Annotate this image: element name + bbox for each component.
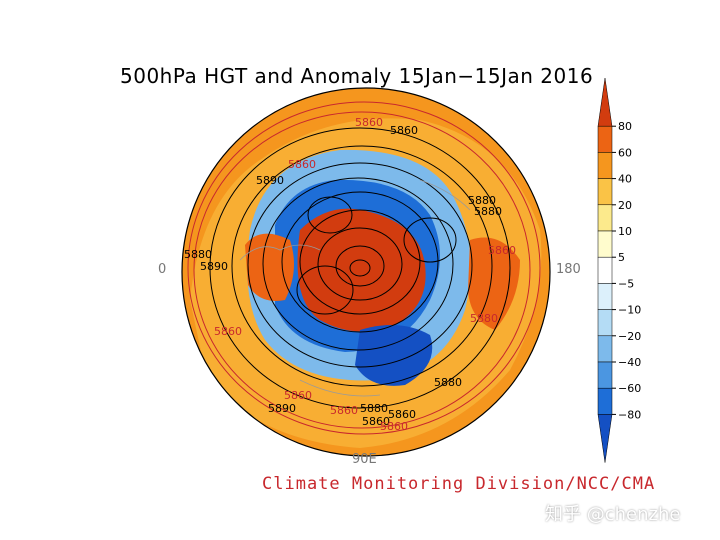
polar-map — [182, 88, 550, 456]
colorbar-cell — [597, 387, 613, 415]
contour-label-black: 5890 — [200, 260, 228, 273]
positive-anomaly-east — [468, 237, 520, 330]
contour-labels-red: 5860 5860 5860 5880 5860 5860 5860 5860 — [214, 116, 516, 433]
longitude-label-0: 0 — [158, 262, 167, 277]
colorbar-tick-label: −20 — [618, 330, 641, 343]
contour-label-black: 5880 — [184, 248, 212, 261]
colorbar-tick-label: −10 — [618, 304, 641, 317]
colorbar-cell — [597, 256, 613, 284]
colorbar-tick-label: 40 — [618, 173, 632, 186]
colorbar-cell — [597, 335, 613, 363]
contour-label-red: 5860 — [288, 158, 316, 171]
positive-anomaly-west — [245, 233, 294, 301]
colorbar-labels: 80 60 40 20 10 5 −5 −10 −20 −40 −60 −80 — [612, 120, 641, 421]
contour-label-black: 5890 — [268, 402, 296, 415]
contour-label-red: 5860 — [330, 404, 358, 417]
colorbar-cell — [597, 361, 613, 389]
longitude-label-180: 180 — [556, 262, 581, 277]
contour-label-red: 5860 — [488, 244, 516, 257]
contour-label-red: 5860 — [355, 116, 383, 129]
watermark: 知乎 @chenzhe — [545, 504, 681, 525]
colorbar-cell — [597, 230, 613, 258]
contour-label-black: 5880 — [434, 376, 462, 389]
colorbar-cell — [597, 125, 613, 153]
colorbar-cell — [597, 414, 613, 463]
colorbar-cell — [597, 152, 613, 179]
colorbar-tick-label: 60 — [618, 146, 632, 159]
colorbar-tick-label: −5 — [618, 277, 634, 290]
contour-labels-black: 5860 5890 5880 5880 5890 5880 5880 5890 … — [184, 124, 502, 428]
colorbar-tick-label: 5 — [618, 251, 625, 264]
colorbar-tick-label: 80 — [618, 120, 632, 133]
colorbar: 80 60 40 20 10 5 −5 −10 −20 −40 −60 −80 — [597, 77, 641, 463]
map-border — [181, 87, 551, 457]
coastlines — [239, 179, 471, 397]
contour-label-black: 5860 — [362, 415, 390, 428]
contour-label-black: 5860 — [390, 124, 418, 137]
colorbar-tick-label: 20 — [618, 199, 632, 212]
anomaly-contours-red — [187, 101, 541, 435]
height-contours — [209, 127, 511, 409]
contour-label-red: 5860 — [214, 325, 242, 338]
colorbar-cell — [597, 77, 613, 127]
contour-label-black: 5880 — [468, 194, 496, 207]
contour-label-red: 5860 — [284, 389, 312, 402]
map-title: 500hPa HGT and Anomaly 15Jan−15Jan 2016 — [120, 64, 594, 88]
contour-label-black: 5890 — [256, 174, 284, 187]
credit-line: Climate Monitoring Division/NCC/CMA — [262, 474, 656, 494]
colorbar-tick-label: −60 — [618, 382, 641, 395]
contour-label-red: 5880 — [470, 312, 498, 325]
contour-label-black: 5880 — [360, 402, 388, 415]
colorbar-tick-label: 10 — [618, 225, 632, 238]
colorbar-cell — [597, 283, 613, 310]
colorbar-tick-label: −40 — [618, 356, 641, 369]
colorbar-cell — [597, 309, 613, 337]
contour-label-red: 5860 — [380, 420, 408, 433]
colorbar-cell — [597, 178, 613, 206]
longitude-label-90e: 90E — [352, 452, 377, 467]
negative-anomaly-south — [355, 325, 433, 386]
colorbar-cell — [597, 204, 613, 232]
colorbar-cells — [597, 77, 613, 463]
contour-label-black: 5880 — [474, 205, 502, 218]
colorbar-tick-label: −80 — [618, 408, 641, 421]
contour-label-black: 5860 — [388, 408, 416, 421]
